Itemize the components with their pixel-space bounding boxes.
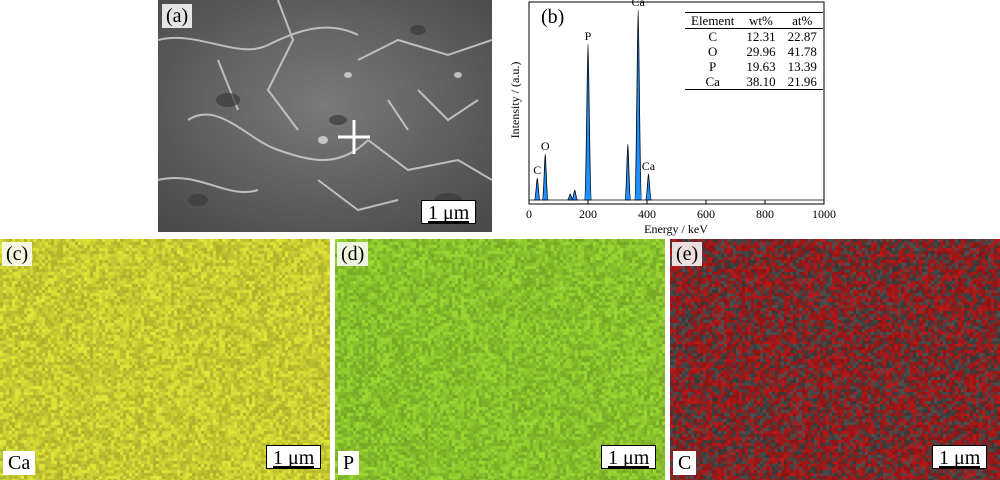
- peak-label: C: [533, 163, 541, 177]
- table-cell: 41.78: [787, 44, 817, 59]
- spectrum-peak: [533, 177, 541, 201]
- x-tick-label: 800: [756, 207, 774, 221]
- scale-bar-e: 1 μm: [932, 445, 988, 469]
- spectrum-peak: [584, 43, 592, 201]
- panel-label-a: (a): [162, 4, 193, 28]
- peak-label: P: [585, 29, 592, 43]
- p-elemental-map: (d) P 1 μm: [335, 239, 665, 480]
- scale-bar-label-a: 1 μm: [428, 202, 470, 224]
- p-map-canvas: [335, 239, 665, 480]
- table-cell: 29.96: [746, 44, 776, 59]
- composition-table: Element wt% at% C 12.31 22.87 O 29.96 41…: [685, 12, 823, 90]
- table-cell: 19.63: [746, 59, 776, 74]
- sem-image-panel: (a) 1 μm: [158, 0, 492, 232]
- spectrum-peak: [624, 143, 632, 201]
- scale-bar-c: 1 μm: [266, 445, 322, 469]
- composition-table-header: Element wt% at%: [685, 13, 823, 29]
- x-tick-label: 0: [526, 207, 532, 221]
- table-cell: P: [709, 59, 717, 74]
- spectrum-peak: [541, 153, 549, 201]
- scale-bar-line-c: [273, 466, 315, 468]
- header-at: at%: [792, 13, 813, 28]
- c-map-canvas: [670, 239, 1000, 480]
- element-label-c: C: [673, 451, 697, 475]
- table-cell: Ca: [705, 74, 720, 89]
- x-tick-label: 400: [638, 207, 656, 221]
- peak-label: O: [541, 139, 550, 153]
- x-axis-label: Energy / keV: [644, 222, 708, 236]
- table-cell: 22.87: [787, 29, 817, 44]
- spectrum-peak: [571, 189, 579, 201]
- panel-label-e: (e): [672, 242, 703, 266]
- table-row: O 29.96 41.78: [685, 44, 823, 59]
- table-cell: 12.31: [746, 29, 776, 44]
- scale-bar-d: 1 μm: [601, 445, 657, 469]
- x-tick-label: 1000: [812, 207, 836, 221]
- table-cell: O: [707, 44, 718, 59]
- scale-bar-line-e: [939, 466, 981, 468]
- x-tick-label: 600: [697, 207, 715, 221]
- panel-label-d: (d): [337, 242, 369, 266]
- element-label-ca: Ca: [3, 451, 36, 475]
- scale-bar-a: 1 μm: [421, 200, 477, 224]
- scale-bar-label-c: 1 μm: [273, 447, 315, 469]
- x-tick-label: 200: [579, 207, 597, 221]
- panel-label-b: (b): [537, 5, 569, 29]
- scale-bar-label-d: 1 μm: [608, 447, 650, 469]
- sem-micrograph: [158, 0, 492, 232]
- point-marker-cross: [338, 120, 370, 154]
- peak-label: Ca: [631, 0, 645, 9]
- c-elemental-map: (e) C 1 μm: [670, 239, 1000, 480]
- plot-frame: [528, 1, 825, 205]
- table-row: C 12.31 22.87: [685, 29, 823, 45]
- scale-bar-label-e: 1 μm: [939, 447, 981, 469]
- table-row: Ca 38.10 21.96: [685, 74, 823, 90]
- header-wt: wt%: [749, 13, 773, 28]
- table-cell: 21.96: [787, 74, 817, 89]
- ca-elemental-map: (c) Ca 1 μm: [0, 239, 330, 480]
- y-axis-label: Intensity / (a.u.): [508, 62, 522, 139]
- element-label-p: P: [338, 451, 360, 475]
- table-cell: 38.10: [746, 74, 776, 89]
- spectrum-peak: [645, 173, 652, 201]
- table-row: P 19.63 13.39: [685, 59, 823, 74]
- header-element: Element: [691, 13, 735, 28]
- panel-label-c: (c): [2, 242, 33, 266]
- eds-spectrum-panel: 0 200 400 600 800 1000 C O P Ca Ca Energy / keV I…: [505, 0, 845, 238]
- table-cell: C: [708, 29, 717, 44]
- scale-bar-line-d: [608, 466, 650, 468]
- peak-label: Ca: [642, 159, 656, 173]
- scale-bar-line-a: [428, 221, 470, 223]
- spectrum-peak: [634, 9, 643, 201]
- table-cell: 13.39: [787, 59, 817, 74]
- ca-map-canvas: [0, 239, 330, 480]
